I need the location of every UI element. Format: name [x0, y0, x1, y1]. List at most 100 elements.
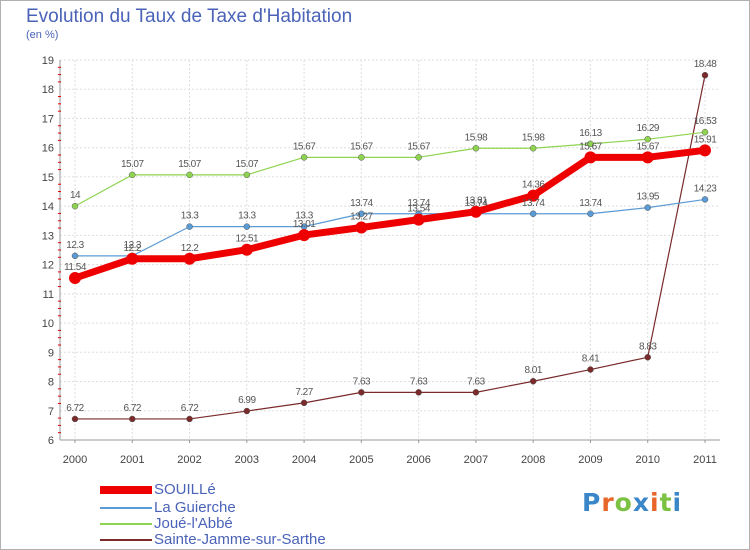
data-point [69, 272, 81, 285]
x-tick-label: 2010 [635, 454, 659, 466]
data-point [529, 145, 537, 152]
data-point [71, 202, 79, 210]
series-line [74, 74, 706, 420]
legend-swatch-la-guierche [100, 507, 152, 509]
data-label: 15.07 [178, 159, 201, 170]
data-label: 15.07 [236, 159, 259, 170]
data-point [300, 399, 308, 407]
data-label: 11.54 [64, 262, 87, 273]
y-tick-label: 11 [43, 289, 54, 301]
data-label: 6.72 [124, 403, 142, 414]
y-tick-label: 15 [42, 172, 54, 184]
data-label: 15.67 [293, 141, 316, 152]
legend-swatch-souille [100, 486, 152, 494]
data-label: 16.13 [579, 128, 602, 139]
data-label: 12.3 [66, 240, 84, 251]
x-tick-label: 2004 [292, 454, 316, 466]
legend-label-la-guierche: La Guierche [154, 499, 236, 516]
data-label: 14 [70, 190, 81, 201]
y-tick-label: 7 [48, 406, 54, 418]
x-tick-label: 2007 [464, 454, 488, 466]
plot-area [60, 60, 720, 440]
y-tick-label: 19 [42, 55, 54, 67]
logo-letter: o [614, 488, 633, 517]
data-point [186, 223, 193, 230]
x-tick-label: 2008 [521, 454, 545, 466]
x-tick-label: 2003 [235, 454, 259, 466]
data-label: 15.98 [465, 132, 488, 143]
data-label: 6.99 [238, 395, 256, 406]
x-tick-label: 2009 [578, 454, 602, 466]
data-point [358, 210, 365, 218]
data-label: 7.63 [410, 376, 428, 387]
data-point [701, 196, 709, 203]
data-label: 15.91 [694, 134, 717, 145]
data-label: 7.27 [295, 387, 313, 398]
data-label: 13.54 [407, 204, 430, 215]
x-tick-label: 2006 [406, 454, 430, 466]
series-line [74, 131, 706, 207]
data-label: 13.74 [522, 198, 545, 209]
data-point [529, 377, 537, 385]
data-point [584, 151, 597, 164]
data-point [412, 213, 425, 226]
data-point [529, 210, 537, 218]
logo-letter: i [650, 488, 660, 517]
y-tick-label: 13 [42, 230, 54, 242]
y-tick-label: 16 [42, 143, 54, 155]
data-label: 13.3 [181, 211, 199, 222]
data-label: 8.41 [582, 354, 600, 365]
data-point [71, 415, 79, 423]
data-point [415, 154, 422, 161]
data-label: 18.48 [694, 59, 717, 70]
data-point [358, 154, 365, 161]
data-label: 13.74 [407, 198, 430, 209]
data-point [243, 223, 251, 230]
data-label: 13.3 [238, 211, 256, 222]
data-point [472, 145, 480, 152]
data-label: 6.72 [181, 403, 199, 414]
data-label: 7.63 [467, 376, 485, 387]
data-label: 7.63 [353, 376, 371, 387]
legend-label-souille: SOUILLé [154, 481, 216, 498]
data-point [587, 210, 594, 218]
data-point [186, 171, 193, 179]
data-point [641, 151, 654, 164]
legend-swatch-sainte-jamme [100, 539, 152, 541]
data-label: 15.07 [121, 159, 144, 170]
data-point [701, 128, 709, 136]
data-label: 13.74 [350, 198, 373, 209]
data-point [587, 140, 594, 148]
data-point [71, 252, 79, 260]
data-label: 15.67 [407, 141, 430, 152]
x-tick-label: 2005 [349, 454, 373, 466]
data-label: 16.29 [636, 123, 659, 134]
data-label: 13.74 [579, 198, 602, 209]
data-point [129, 171, 136, 179]
data-point [126, 252, 139, 265]
data-point [699, 144, 711, 157]
data-point [644, 354, 651, 361]
y-tick-label: 12 [42, 260, 54, 272]
logo-letter: r [601, 488, 615, 517]
x-tick-label: 2011 [693, 454, 717, 466]
data-point [300, 154, 308, 161]
data-label: 14.36 [522, 180, 545, 191]
data-point [358, 389, 365, 396]
data-label: 13.81 [465, 196, 488, 207]
line-chart: 6 7 8 9 10 11 12 13 14 15 16 17 18 19 2000 2001 2002 2003… [42, 55, 720, 466]
data-label: 15.67 [636, 141, 659, 152]
y-tick-label: 6 [48, 435, 54, 447]
data-point [469, 205, 482, 218]
data-label: 13.01 [293, 219, 316, 230]
data-label: 12.3 [124, 240, 142, 251]
legend-swatch-joue-l-abbe [100, 523, 152, 525]
data-label: 8.01 [524, 365, 542, 376]
logo-letter: t [659, 488, 673, 517]
x-tick-label: 2000 [63, 454, 87, 466]
data-point [527, 189, 540, 202]
y-tick-label: 14 [42, 201, 54, 213]
data-label: 6.72 [66, 403, 84, 414]
y-tick-label: 9 [48, 347, 54, 359]
y-tick-label: 10 [42, 318, 54, 330]
